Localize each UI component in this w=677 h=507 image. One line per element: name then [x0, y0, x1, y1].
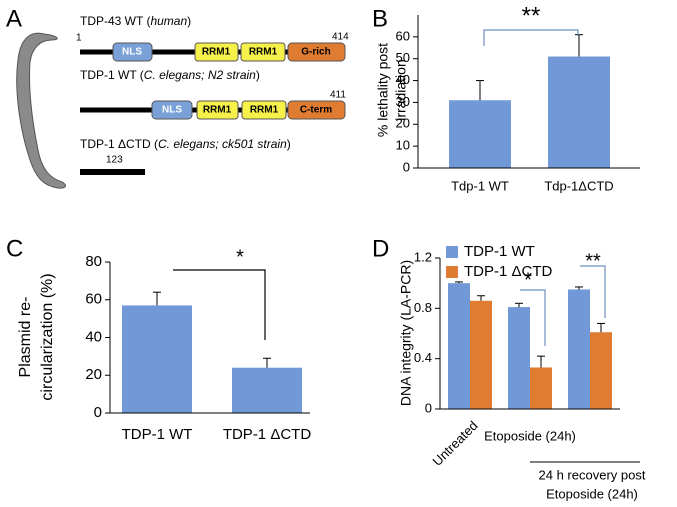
x-tick-label: TDP-1 ΔCTD	[223, 426, 312, 443]
significance-label: **	[522, 2, 541, 29]
label-part: C. elegans; ck501 strain	[158, 137, 287, 151]
domain-label: C-term	[300, 105, 332, 116]
y-tick-label: 10	[396, 138, 410, 153]
domain	[194, 42, 239, 62]
y-tick-label: 0	[94, 404, 102, 421]
residue-end: 411	[330, 90, 346, 101]
significance-label: **	[585, 250, 601, 272]
bar	[508, 307, 530, 409]
x-tick-label: TDP-1 WT	[122, 426, 193, 443]
y-axis-label: circularization (%)	[39, 273, 56, 400]
x-tick-label: 24 h recovery post	[539, 467, 646, 482]
y-tick-label: 40	[396, 72, 410, 87]
y-tick-label: 80	[85, 253, 102, 270]
protein-label: TDP-1 WT (C. elegans; N2 strain)	[80, 68, 260, 82]
label-part: C. elegans; N2 strain	[144, 68, 256, 82]
bar	[122, 305, 192, 413]
protein-label: TDP-1 ΔCTD (C. elegans; ck501 strain)	[80, 137, 291, 151]
domain	[241, 100, 287, 120]
label-part: )	[256, 68, 260, 82]
significance-label: *	[524, 269, 532, 291]
y-tick-label: 0.4	[414, 350, 432, 365]
protein-label: TDP-43 WT (human)	[80, 14, 191, 28]
panel-letter: D	[372, 235, 389, 262]
domain-label: G-rich	[301, 47, 330, 58]
y-tick-label: 50	[396, 50, 410, 65]
significance-bracket	[580, 265, 606, 318]
y-axis-label: irradiation	[393, 59, 409, 120]
residue-end: 123	[106, 155, 123, 166]
domain-label: RRM1	[250, 105, 279, 116]
residue-start: 1	[76, 33, 82, 44]
y-tick-label: 0	[425, 400, 432, 415]
domain	[287, 100, 346, 120]
domain	[240, 42, 286, 62]
panel-letter: B	[372, 5, 388, 32]
domain-label: RRM1	[202, 47, 231, 58]
label-part: )	[187, 14, 191, 28]
y-tick-label: 60	[396, 28, 410, 43]
domain	[151, 100, 193, 120]
domain-label: NLS	[162, 105, 182, 116]
label-part: human	[150, 14, 187, 28]
bar	[470, 300, 492, 409]
domain	[112, 42, 153, 62]
x-tick-label: Tdp-1 WT	[451, 178, 509, 193]
significance-bracket	[173, 269, 266, 340]
y-tick-label: 60	[85, 291, 102, 308]
y-tick-label: 0.8	[414, 300, 432, 315]
label-part: )	[287, 137, 291, 151]
y-tick-label: 40	[85, 328, 102, 345]
worm-image	[16, 32, 66, 189]
bar	[448, 283, 470, 409]
significance-label: *	[236, 246, 244, 268]
legend-swatch	[446, 266, 458, 278]
x-tick-label: Etoposide (24h)	[484, 428, 576, 443]
legend-swatch	[446, 246, 458, 258]
y-tick-label: 20	[396, 116, 410, 131]
label-part: TDP-1 ΔCTD (	[80, 137, 158, 151]
legend-label: TDP-1 WT	[464, 243, 535, 260]
y-tick-label: 20	[85, 366, 102, 383]
label-part: TDP-43 WT (	[80, 14, 150, 28]
bar	[449, 100, 511, 168]
significance-bracket	[483, 29, 579, 46]
domain	[287, 42, 346, 62]
residue-end: 414	[332, 32, 349, 43]
y-tick-label: 1.2	[414, 249, 432, 264]
panel-letter: A	[6, 5, 22, 32]
x-tick-label: Etoposide (24h)	[546, 486, 638, 501]
y-axis-label: Plasmid re-	[17, 297, 34, 378]
legend-label: TDP-1 ΔCTD	[464, 263, 553, 280]
panel-a: A TDP-43 WT (human) 1 414 NLS RRM1 RRM1 …	[6, 5, 349, 189]
y-axis-label: % lethality post	[375, 43, 391, 137]
panel-letter: C	[6, 235, 23, 262]
significance-bracket	[520, 289, 546, 346]
domain	[196, 100, 239, 120]
label-part: TDP-1 WT (	[80, 68, 144, 82]
bar	[590, 332, 612, 409]
y-axis-label: DNA integrity (LA-PCR)	[398, 260, 414, 406]
domain-label: RRM1	[249, 47, 278, 58]
y-tick-label: 0	[403, 159, 410, 174]
x-tick-label: Untreated	[430, 418, 481, 469]
bar	[568, 289, 590, 409]
bar	[548, 56, 610, 168]
domain-label: NLS	[122, 47, 142, 58]
x-tick-label: Tdp-1ΔCTD	[544, 178, 613, 193]
y-tick-label: 30	[396, 94, 410, 109]
domain-label: RRM1	[203, 105, 232, 116]
bar	[530, 367, 552, 409]
bar	[232, 367, 302, 413]
